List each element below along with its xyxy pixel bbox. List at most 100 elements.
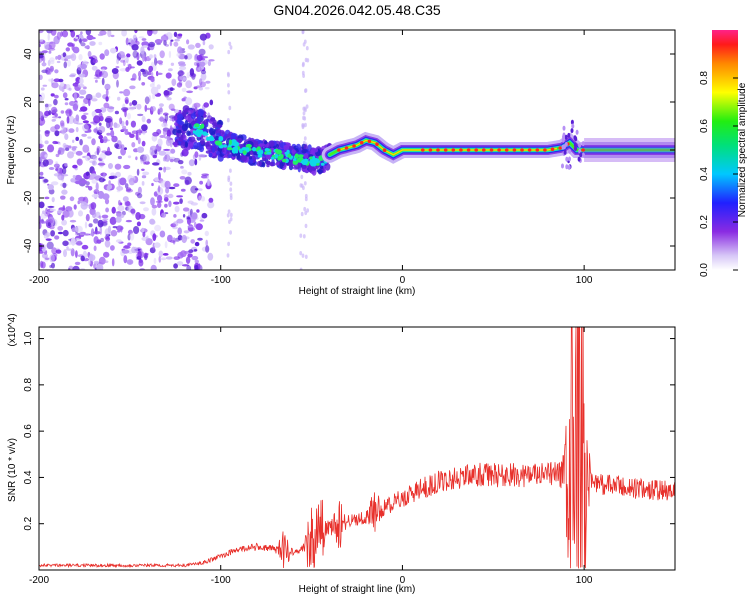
- noise-blob: [60, 110, 65, 114]
- noise-blob: [57, 141, 62, 146]
- signal-blob: [311, 147, 319, 153]
- noise-blob: [193, 102, 201, 108]
- signal-blob: [283, 144, 290, 151]
- noise-blob: [160, 257, 167, 261]
- signal-blob: [176, 129, 182, 134]
- signal-blob: [270, 161, 274, 167]
- noise-blob: [179, 65, 187, 71]
- noise-blob: [164, 114, 169, 122]
- noise-blob: [200, 196, 206, 202]
- noise-blob: [70, 30, 76, 38]
- noise-blob: [302, 111, 306, 116]
- ridge-peak-dot: [443, 148, 448, 152]
- noise-blob: [57, 173, 65, 181]
- noise-blob: [147, 30, 153, 37]
- noise-blob: [227, 209, 231, 214]
- noise-blob: [196, 62, 200, 68]
- noise-blob: [79, 109, 83, 112]
- signal-blob: [197, 108, 204, 117]
- signal-core: [202, 131, 208, 136]
- noise-blob: [39, 39, 44, 42]
- signal-blob: [258, 143, 266, 147]
- noise-blob: [194, 188, 199, 191]
- signal-blob: [567, 132, 571, 138]
- noise-blob: [81, 244, 89, 250]
- noise-blob: [50, 126, 57, 133]
- noise-blob: [56, 60, 61, 64]
- noise-blob: [152, 233, 157, 242]
- noise-blob: [207, 252, 214, 261]
- noise-blob: [107, 30, 112, 38]
- spectrogram-x-tick-label: -100: [211, 275, 231, 286]
- signal-blob: [564, 134, 568, 140]
- noise-blob: [56, 31, 62, 40]
- noise-blob: [82, 102, 86, 108]
- noise-blob: [64, 58, 69, 62]
- noise-blob: [111, 68, 119, 74]
- ridge-peak-dot: [543, 148, 547, 152]
- noise-blob: [188, 249, 194, 254]
- signal-core: [274, 153, 279, 159]
- noise-blob: [205, 239, 208, 247]
- ridge-peak-dot: [436, 148, 440, 152]
- noise-blob: [67, 209, 74, 218]
- noise-blob: [103, 251, 110, 258]
- noise-blob: [92, 58, 99, 64]
- noise-blob: [180, 165, 184, 169]
- signal-core: [194, 123, 200, 128]
- colorbar-tick-label: 0.4: [699, 167, 710, 181]
- noise-blob: [152, 93, 156, 100]
- noise-blob: [68, 109, 72, 117]
- noise-blob: [39, 30, 44, 34]
- noise-blob: [57, 209, 63, 214]
- noise-blob: [154, 57, 158, 66]
- noise-blob: [227, 241, 231, 247]
- noise-blob: [303, 181, 307, 186]
- ridge-peak-dot: [375, 142, 379, 146]
- noise-blob: [115, 239, 122, 243]
- signal-blob: [578, 142, 582, 148]
- noise-blob: [39, 171, 44, 176]
- noise-blob: [44, 154, 48, 158]
- signal-blob: [261, 161, 266, 168]
- noise-blob: [39, 139, 43, 145]
- signal-blob: [189, 136, 196, 143]
- noise-blob: [190, 239, 195, 244]
- noise-blob: [173, 263, 179, 269]
- signal-core: [192, 130, 197, 134]
- signal-blob: [573, 142, 577, 148]
- noise-blob: [226, 118, 230, 123]
- noise-blob: [97, 33, 104, 37]
- noise-blob: [149, 83, 155, 88]
- noise-blob: [66, 246, 69, 250]
- noise-blob: [194, 151, 199, 159]
- noise-blob: [43, 42, 49, 50]
- noise-blob: [65, 147, 70, 151]
- noise-blob: [118, 51, 125, 58]
- noise-blob: [88, 223, 93, 228]
- noise-blob: [157, 194, 163, 203]
- noise-blob: [119, 117, 123, 125]
- signal-blob: [173, 141, 178, 148]
- signal-blob: [211, 145, 216, 153]
- noise-blob: [51, 181, 59, 186]
- noise-blob: [229, 230, 233, 235]
- signal-blob: [216, 124, 223, 128]
- ridge-peak-dot: [474, 148, 479, 152]
- signal-blob: [563, 149, 567, 155]
- colorbar-tick-label: 0.6: [699, 119, 710, 133]
- noise-blob: [150, 197, 155, 206]
- noise-blob: [171, 78, 177, 87]
- noise-blob: [153, 257, 157, 264]
- noise-blob: [49, 208, 56, 212]
- noise-blob: [72, 175, 76, 179]
- noise-blob: [39, 176, 45, 179]
- colorbar-tick-label: 0.2: [699, 215, 710, 229]
- ridge-peak-dot: [535, 148, 540, 152]
- signal-blob: [581, 141, 585, 147]
- noise-blob: [144, 104, 148, 112]
- noise-blob: [57, 149, 61, 155]
- signal-blob: [181, 109, 187, 118]
- noise-blob: [39, 260, 44, 269]
